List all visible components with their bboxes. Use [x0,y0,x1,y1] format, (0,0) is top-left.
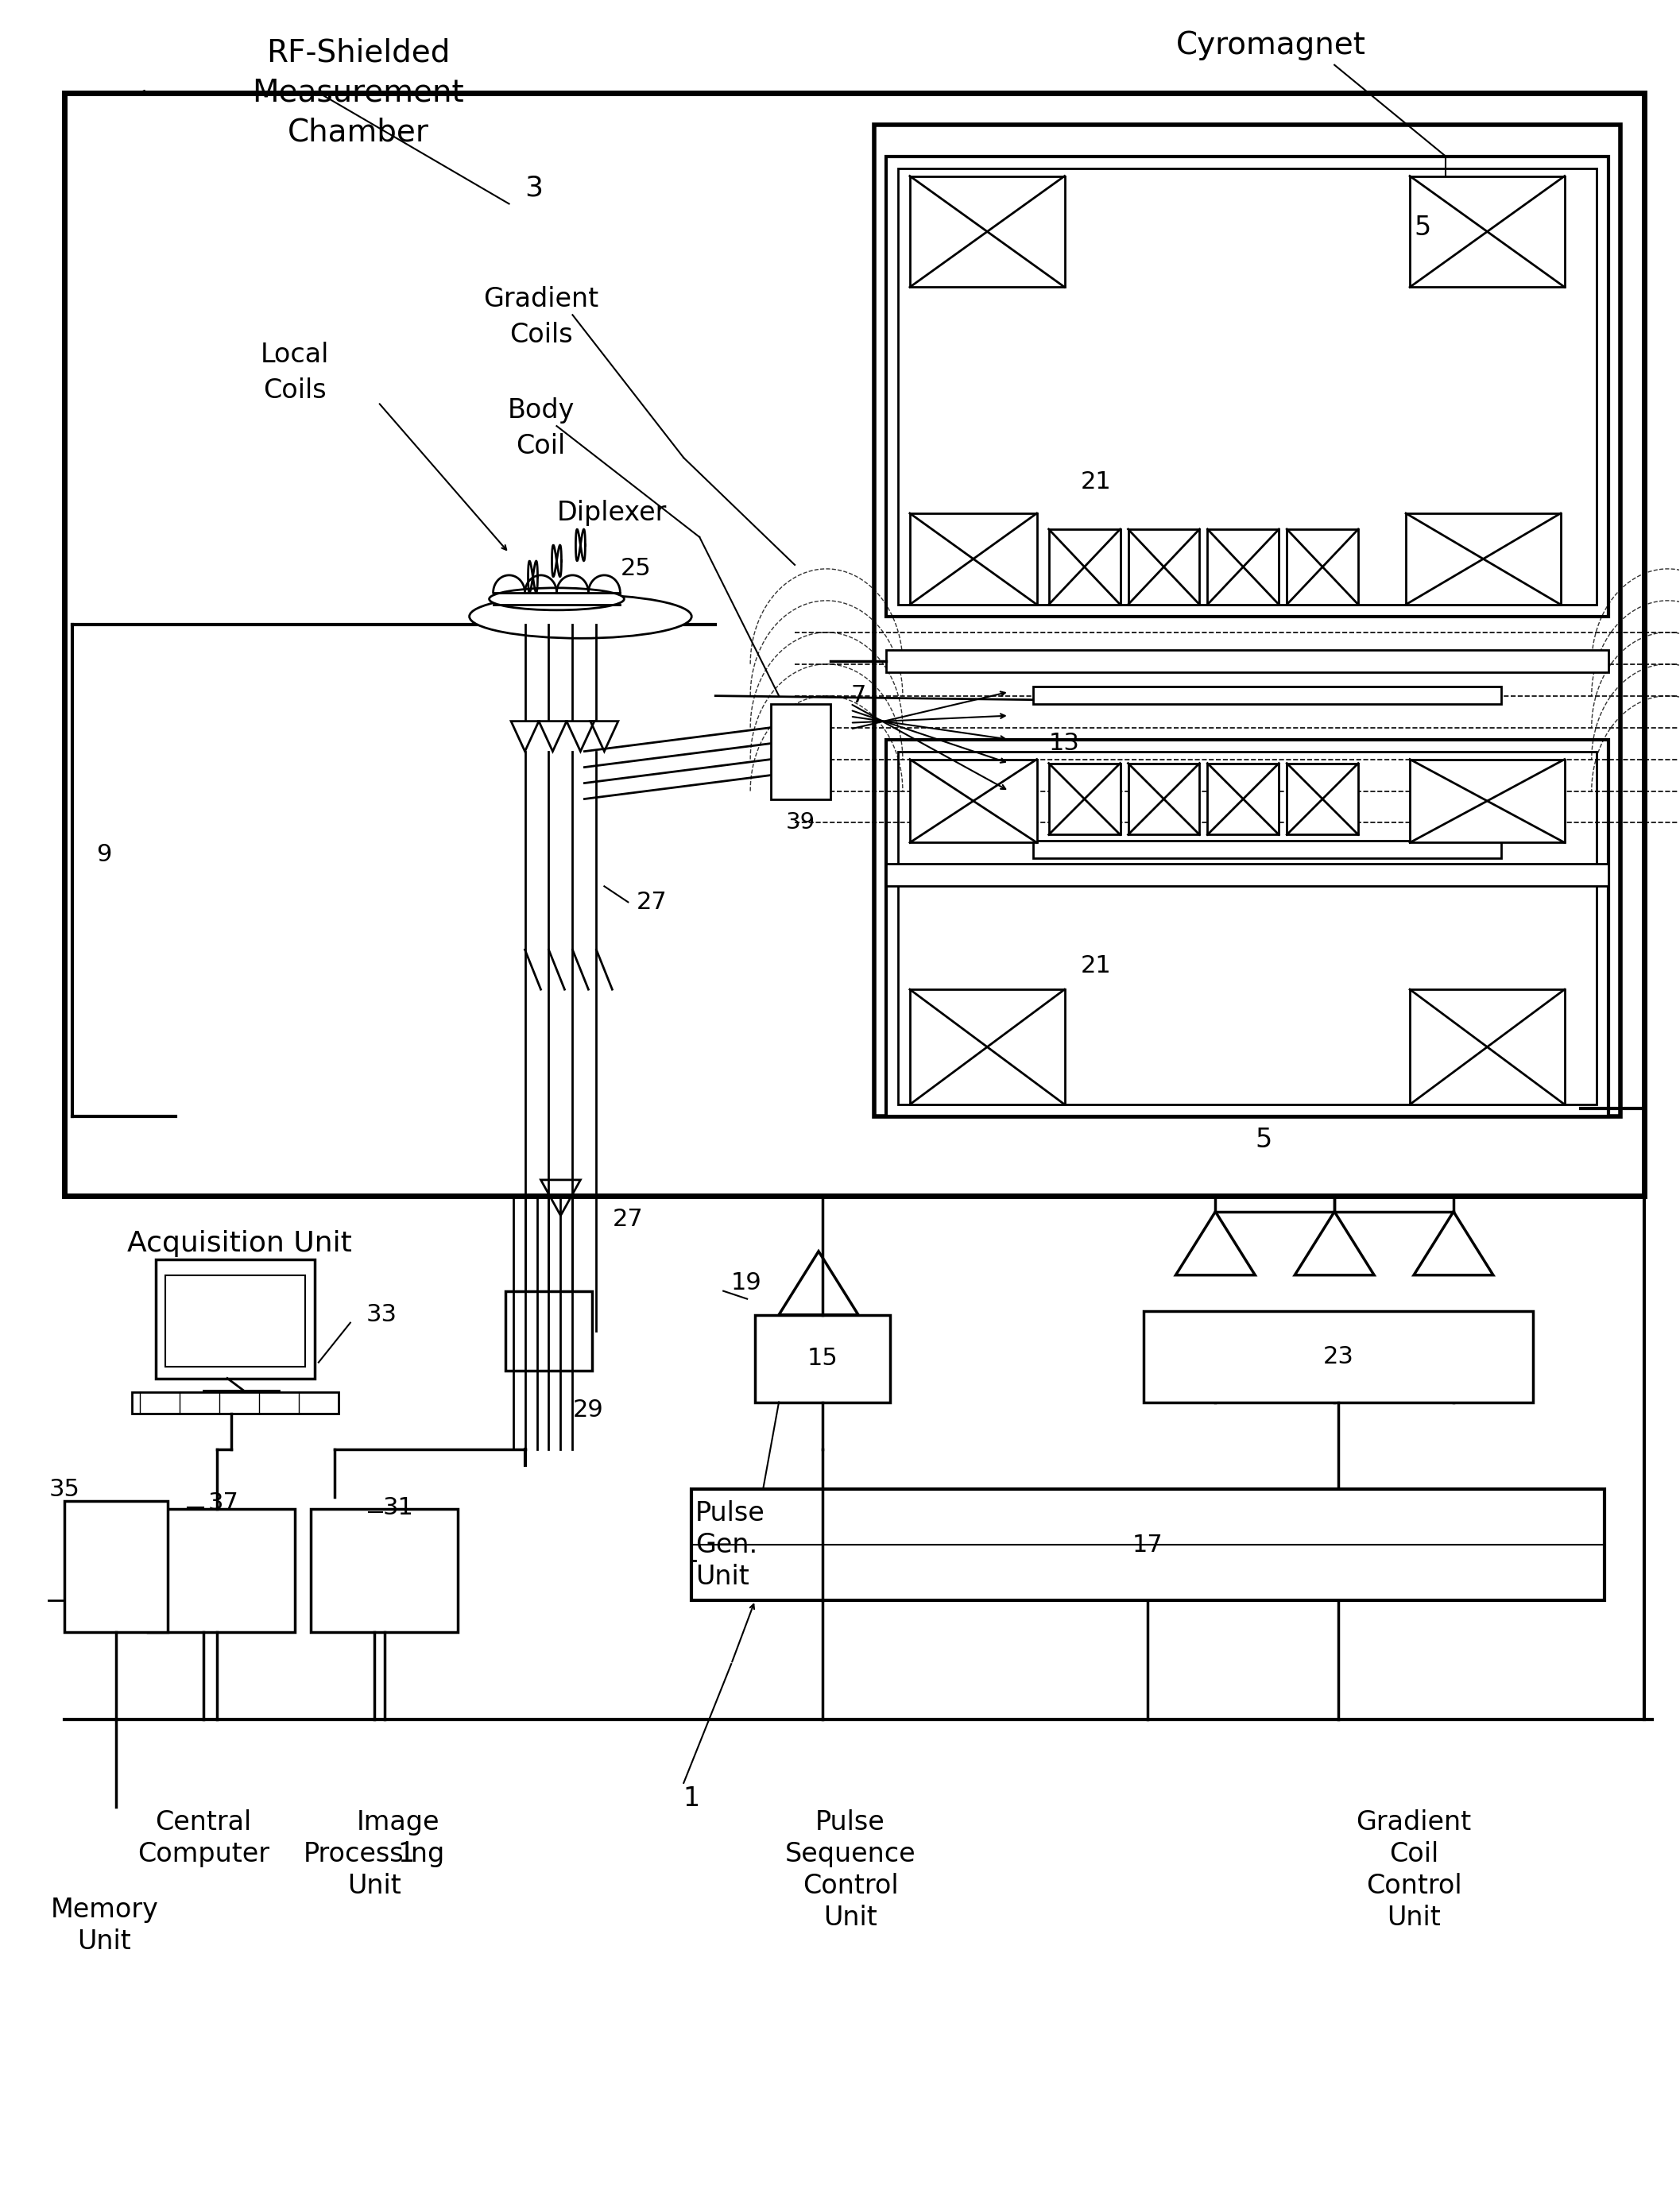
Text: Chamber: Chamber [287,117,428,148]
Text: RF-Shielded: RF-Shielded [267,37,450,68]
Text: 3: 3 [524,174,543,201]
Text: Diplexer: Diplexer [558,501,667,527]
Text: 1: 1 [398,1841,415,1868]
Bar [754,1314,890,1402]
Text: Sequence: Sequence [785,1841,916,1868]
Text: Coil: Coil [1389,1841,1438,1868]
Text: Unit: Unit [77,1929,131,1956]
Bar [911,759,1037,842]
Text: 17: 17 [1132,1532,1163,1557]
Text: 21: 21 [1080,955,1112,977]
Bar [885,650,1608,673]
Text: Measurement: Measurement [252,77,464,108]
Bar [1287,763,1357,836]
Bar [885,157,1608,617]
Bar [1048,763,1121,836]
Text: 15: 15 [806,1347,838,1369]
Bar [1144,1310,1532,1402]
Text: Local: Local [260,342,329,368]
Bar [771,703,830,798]
Text: Unit: Unit [823,1905,877,1932]
Bar [1287,529,1357,604]
Bar [64,93,1645,1195]
Text: 5: 5 [1255,1127,1272,1153]
Bar [156,1259,314,1378]
Ellipse shape [469,595,692,637]
Bar [911,514,1037,604]
Bar [1033,686,1502,703]
Text: Image: Image [356,1810,440,1837]
Text: Coils: Coils [509,322,573,348]
Text: Gradient: Gradient [1356,1810,1472,1837]
Text: Coils: Coils [264,377,326,404]
Text: 5: 5 [1415,214,1431,240]
Text: Body: Body [507,397,575,423]
Bar [148,1508,294,1632]
Bar [1033,840,1502,858]
Bar [1048,529,1121,604]
Text: 31: 31 [383,1495,413,1519]
Text: 25: 25 [620,558,650,580]
Text: Unit: Unit [696,1563,749,1590]
Ellipse shape [489,589,625,611]
Text: Coil: Coil [516,432,566,459]
Bar [311,1508,457,1632]
Bar [897,168,1596,604]
Text: 33: 33 [366,1303,396,1325]
Bar [911,176,1065,287]
Bar [911,990,1065,1105]
Bar [165,1274,306,1367]
Text: 35: 35 [49,1477,79,1502]
Bar [885,739,1608,1116]
Text: Control: Control [803,1872,899,1899]
Bar [692,1488,1604,1601]
Text: Unit: Unit [348,1872,402,1899]
Text: 37: 37 [208,1491,239,1515]
Text: Acquisition Unit: Acquisition Unit [126,1230,351,1257]
Text: 19: 19 [731,1272,763,1294]
Bar [1208,529,1278,604]
Text: 21: 21 [1080,470,1112,494]
Text: Computer: Computer [138,1841,269,1868]
Text: 1: 1 [684,1786,701,1813]
Bar [1127,763,1200,836]
Text: 39: 39 [786,811,815,833]
Text: Central: Central [155,1810,252,1837]
Bar [1208,763,1278,836]
Text: 27: 27 [637,891,667,913]
Text: 7: 7 [850,684,865,708]
Text: Control: Control [1366,1872,1462,1899]
Bar [506,1290,593,1369]
Text: 13: 13 [1048,732,1080,754]
Bar [64,1502,168,1632]
Text: Gen.: Gen. [696,1532,758,1559]
Text: Pulse: Pulse [696,1499,766,1526]
Text: 9: 9 [96,842,113,867]
Bar [1410,759,1564,842]
Bar [133,1391,338,1413]
Bar [1410,990,1564,1105]
Text: Gradient: Gradient [484,287,598,313]
Text: Pulse: Pulse [815,1810,885,1837]
Text: 23: 23 [1322,1345,1354,1369]
Text: Memory: Memory [50,1896,158,1923]
Bar [1410,176,1564,287]
Bar [885,864,1608,886]
Bar [874,123,1620,1116]
Bar [1406,514,1561,604]
Text: Cyromagnet: Cyromagnet [1176,31,1366,60]
Bar [1127,529,1200,604]
Text: Processing: Processing [304,1841,445,1868]
Text: 29: 29 [573,1398,603,1422]
Bar [897,752,1596,1105]
Text: Unit: Unit [1388,1905,1441,1932]
Text: 27: 27 [612,1208,643,1230]
